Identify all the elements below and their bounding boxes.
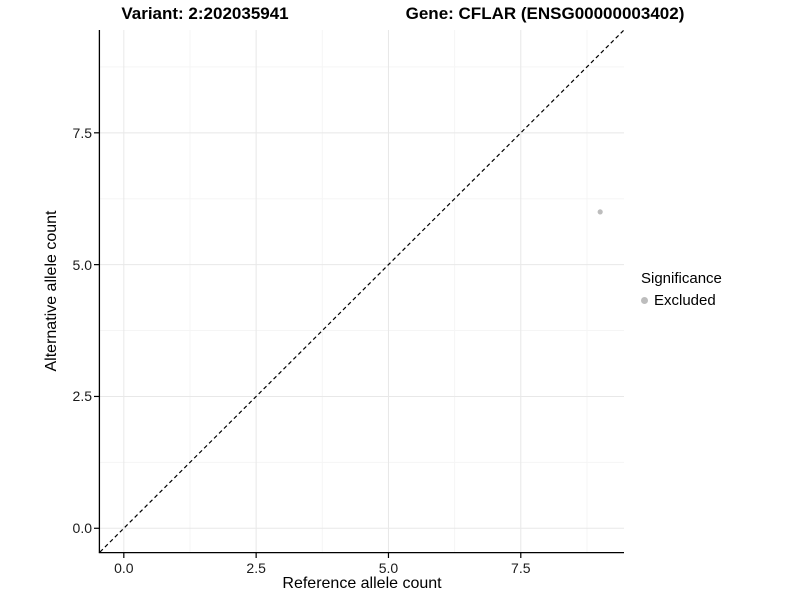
x-tick-label: 7.5: [511, 560, 531, 576]
y-tick-label: 5.0: [72, 256, 92, 273]
y-axis-label: Alternative allele count: [43, 210, 60, 372]
x-tick-label: 5.0: [378, 560, 399, 576]
excluded-point-icon: [641, 297, 648, 304]
y-tick-label: 0.0: [72, 520, 92, 537]
x-tick-label: 0.0: [114, 560, 134, 576]
variant-title: Variant: 2:202035941: [121, 4, 289, 23]
x-axis-label: Reference allele count: [282, 575, 442, 592]
gene-title: Gene: CFLAR (ENSG00000003402): [405, 4, 685, 23]
legend-item-label: Excluded: [654, 292, 716, 309]
legend: Significance Excluded: [641, 270, 722, 309]
y-tick-label: 2.5: [72, 388, 92, 405]
x-tick-label: 2.5: [246, 560, 266, 576]
y-tick-label: 7.5: [72, 124, 92, 141]
legend-title: Significance: [641, 270, 722, 287]
legend-item-excluded: Excluded: [641, 292, 722, 309]
